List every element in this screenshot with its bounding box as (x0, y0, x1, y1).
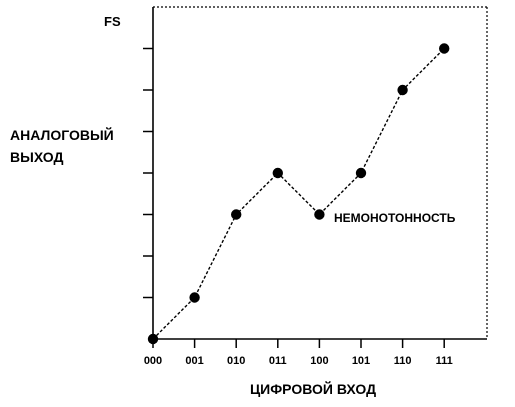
data-points (147, 43, 450, 345)
data-point-111 (439, 43, 450, 54)
x-tick-label-001: 001 (185, 355, 203, 367)
y-axis-label-line2: ВЫХОД (10, 149, 63, 165)
data-point-001 (189, 292, 200, 303)
x-tick-label-111: 111 (436, 355, 453, 367)
x-tick-labels: 000 001 010 011 100 101 110 111 (144, 355, 453, 367)
x-tick-label-011: 011 (269, 355, 287, 367)
data-point-100 (314, 209, 325, 220)
x-ticks (152, 339, 445, 348)
y-axis-label-line1: АНАЛОГОВЫЙ (10, 126, 114, 143)
fs-label: FS (104, 14, 121, 29)
data-point-010 (231, 209, 242, 220)
x-tick-label-100: 100 (310, 355, 328, 367)
x-tick-label-101: 101 (352, 355, 370, 367)
data-point-101 (355, 167, 367, 179)
data-point-011 (272, 167, 283, 179)
y-ticks (143, 47, 153, 299)
annotation-nonmonotonic: НЕМОНОТОННОСТЬ (334, 211, 456, 225)
x-tick-label-010: 010 (227, 355, 245, 367)
data-point-000 (147, 333, 159, 345)
x-tick-label-000: 000 (144, 355, 162, 367)
series-polyline (152, 48, 445, 340)
data-point-110 (397, 84, 408, 96)
series-line (152, 48, 445, 340)
x-tick-label-110: 110 (394, 355, 412, 367)
x-axis-label: ЦИФРОВОЙ ВХОД (250, 380, 376, 397)
